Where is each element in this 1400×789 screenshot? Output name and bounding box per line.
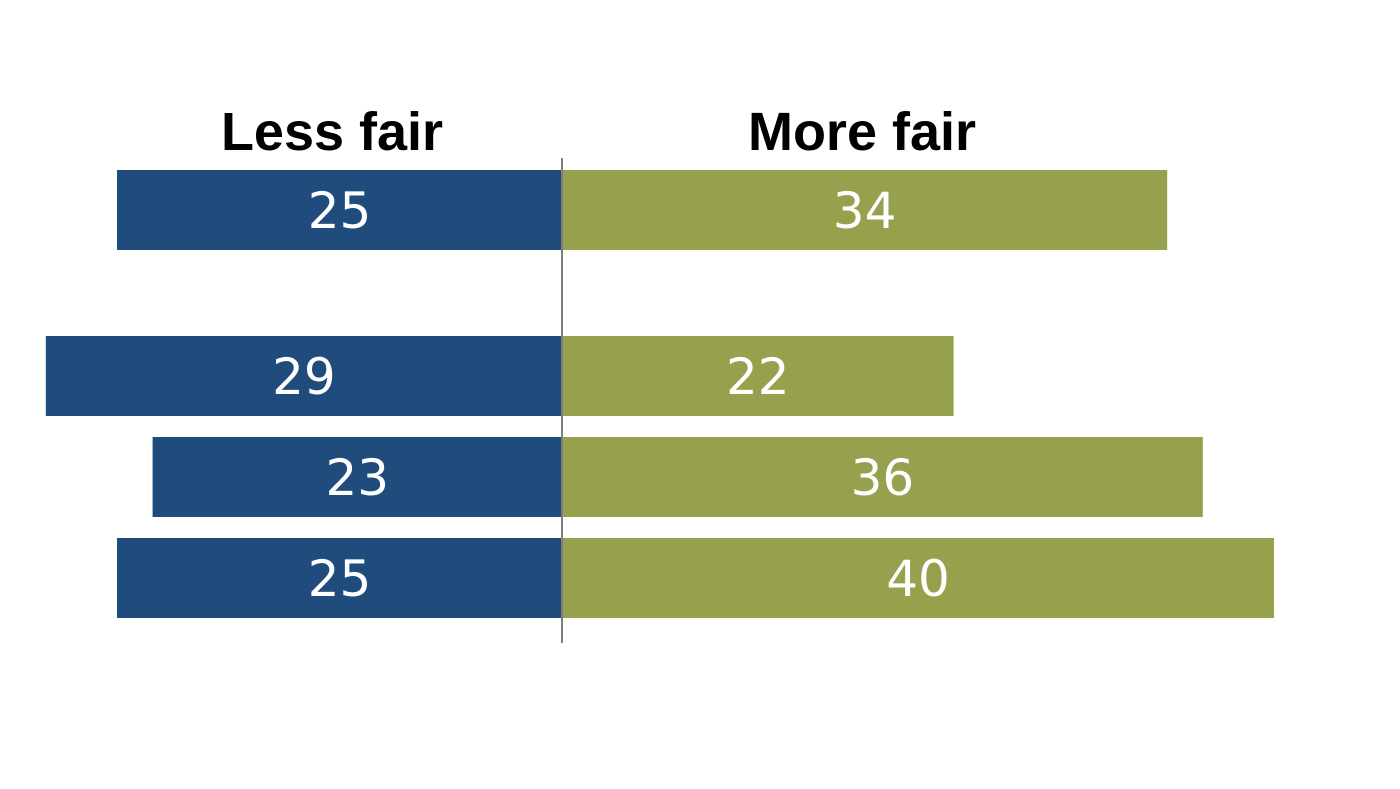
labels-layer: 25 34 29 22 23 36 25 40 bbox=[272, 182, 950, 608]
label-more-fair-row-5: 40 bbox=[886, 550, 950, 608]
bar-more-fair-row-4 bbox=[562, 437, 1203, 517]
label-less-fair-row-4: 23 bbox=[325, 449, 389, 507]
bar-less-fair-row-1 bbox=[117, 170, 562, 250]
bar-more-fair-row-3 bbox=[562, 336, 954, 416]
bar-less-fair-row-5 bbox=[117, 538, 562, 618]
right-column-header: More fair bbox=[748, 102, 976, 162]
bar-less-fair-row-4 bbox=[152, 437, 562, 517]
label-less-fair-row-3: 29 bbox=[272, 348, 336, 406]
bar-more-fair-row-5 bbox=[562, 538, 1274, 618]
bar-more-fair-row-1 bbox=[562, 170, 1168, 250]
label-more-fair-row-1: 34 bbox=[833, 182, 897, 240]
label-more-fair-row-4: 36 bbox=[851, 449, 915, 507]
label-less-fair-row-1: 25 bbox=[308, 182, 372, 240]
label-more-fair-row-3: 22 bbox=[726, 348, 790, 406]
label-less-fair-row-5: 25 bbox=[308, 550, 372, 608]
bar-less-fair-row-3 bbox=[45, 336, 563, 416]
bars-layer bbox=[45, 170, 1274, 618]
left-column-header: Less fair bbox=[221, 102, 443, 162]
